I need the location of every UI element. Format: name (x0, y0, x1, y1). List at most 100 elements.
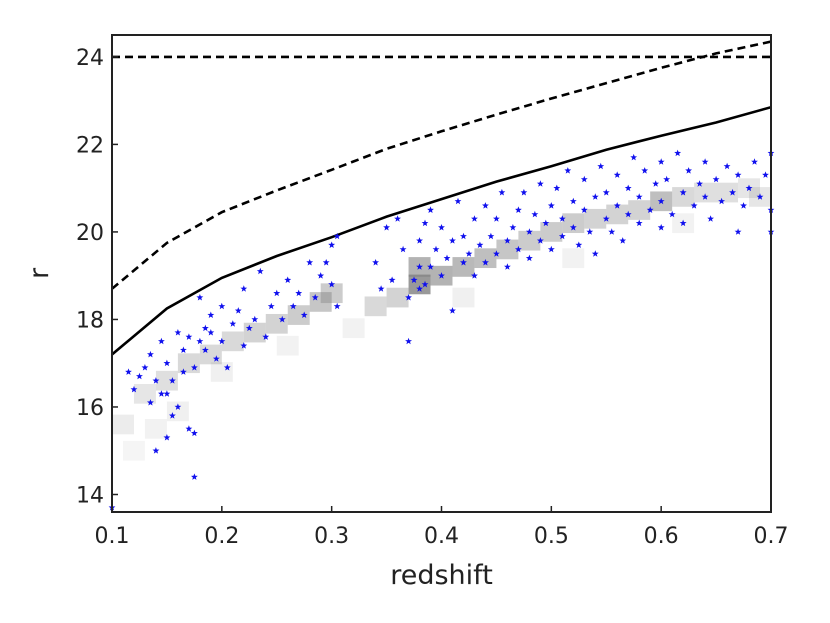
x-tick-label: 0.2 (204, 524, 239, 549)
data-point (240, 342, 248, 349)
data-point (498, 188, 506, 196)
data-point (515, 206, 522, 213)
density-bin (584, 208, 607, 229)
data-point (136, 372, 143, 380)
data-point (300, 311, 308, 318)
curves-layer (112, 40, 771, 356)
data-point (547, 202, 555, 209)
density-bin (694, 182, 717, 203)
data-point (520, 188, 528, 196)
data-point (624, 210, 632, 218)
data-point (734, 171, 742, 178)
data-point (635, 193, 643, 200)
data-point (613, 171, 621, 178)
density-bin (122, 440, 145, 461)
data-point (690, 202, 698, 209)
data-point (493, 215, 500, 222)
data-point (756, 193, 764, 200)
data-point (591, 250, 599, 257)
data-point (553, 184, 561, 192)
density-bin (199, 344, 222, 365)
data-point (240, 285, 248, 292)
data-point (652, 180, 660, 187)
density-bin (276, 335, 299, 356)
data-point (745, 184, 753, 192)
data-point (657, 224, 665, 231)
data-point (196, 294, 204, 301)
data-point (471, 272, 478, 279)
data-point (449, 237, 456, 244)
data-point (174, 329, 182, 336)
density-bin (265, 313, 288, 334)
density-bin (452, 287, 475, 308)
density-bin (221, 331, 244, 352)
data-point (525, 228, 533, 235)
data-point (558, 232, 566, 240)
data-point (229, 320, 237, 327)
x-tick-label: 0.1 (95, 524, 130, 549)
data-point (405, 337, 412, 345)
data-point (679, 188, 687, 196)
data-point (580, 175, 588, 183)
data-point (251, 315, 259, 323)
data-point (388, 276, 396, 283)
data-point (273, 289, 281, 297)
data-point (558, 215, 566, 222)
data-point (223, 364, 231, 371)
y-tick-label: 20 (76, 221, 104, 246)
data-point (427, 206, 434, 213)
data-point (547, 245, 555, 253)
data-point (657, 158, 665, 165)
density-bin (177, 353, 200, 374)
data-point (438, 272, 445, 279)
data-point (591, 193, 599, 200)
data-point (180, 368, 187, 375)
data-point (333, 232, 341, 240)
data-point (191, 364, 198, 371)
data-point (432, 245, 440, 253)
data-point (421, 219, 429, 227)
data-point (218, 337, 226, 345)
data-point (421, 280, 429, 288)
data-point (278, 315, 286, 323)
data-point (536, 237, 544, 244)
data-point (256, 267, 264, 275)
data-point (416, 237, 423, 244)
density-bin (628, 200, 651, 220)
density-bin (496, 239, 519, 260)
density-bin (562, 248, 585, 269)
x-tick-label: 0.6 (644, 524, 679, 549)
data-point (476, 241, 484, 248)
density-bin (606, 204, 629, 225)
data-point (646, 206, 654, 213)
density-bin (364, 296, 387, 317)
data-point (289, 302, 297, 310)
data-point (471, 215, 478, 222)
data-point (575, 241, 583, 248)
data-point (207, 311, 215, 318)
data-point (427, 263, 434, 270)
data-point (641, 167, 649, 174)
data-point (762, 171, 769, 178)
data-point (635, 219, 643, 227)
data-point (328, 241, 336, 248)
data-point (482, 202, 489, 209)
data-point (163, 390, 171, 397)
data-point (460, 259, 467, 266)
data-point (394, 215, 401, 222)
data-point (322, 259, 330, 266)
y-tick-label: 22 (76, 133, 104, 158)
data-point (152, 377, 160, 384)
density-bin (562, 213, 585, 234)
data-point (707, 215, 714, 222)
data-point (493, 250, 500, 257)
data-point (536, 180, 544, 187)
data-point (377, 285, 385, 292)
density-bin (243, 322, 266, 343)
density-bin (144, 419, 167, 439)
data-point (328, 280, 336, 288)
density-bin (342, 318, 365, 339)
data-point (410, 276, 418, 283)
data-point (399, 245, 407, 253)
